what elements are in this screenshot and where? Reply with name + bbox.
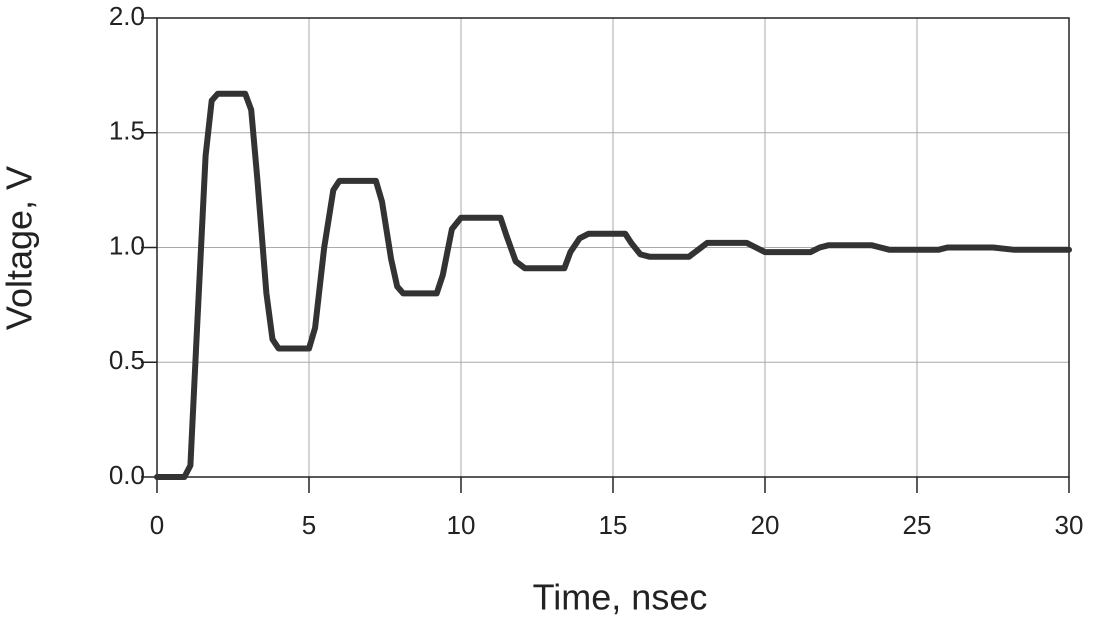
x-tick-label: 25 — [903, 510, 932, 540]
x-tick-label: 10 — [447, 510, 476, 540]
y-tick-label: 1.5 — [109, 116, 145, 146]
y-axis-title: Voltage, V — [0, 166, 40, 330]
x-tick-label: 20 — [751, 510, 780, 540]
y-tick-label: 2.0 — [109, 1, 145, 31]
x-axis-title: Time, nsec — [533, 577, 708, 618]
x-tick-label: 5 — [302, 510, 316, 540]
y-tick-label: 0.0 — [109, 460, 145, 490]
x-tick-label: 15 — [599, 510, 628, 540]
y-tick-label: 0.5 — [109, 345, 145, 375]
y-tick-label: 1.0 — [109, 230, 145, 260]
x-tick-label: 0 — [150, 510, 164, 540]
x-tick-label: 30 — [1055, 510, 1084, 540]
line-series — [154, 90, 1072, 480]
